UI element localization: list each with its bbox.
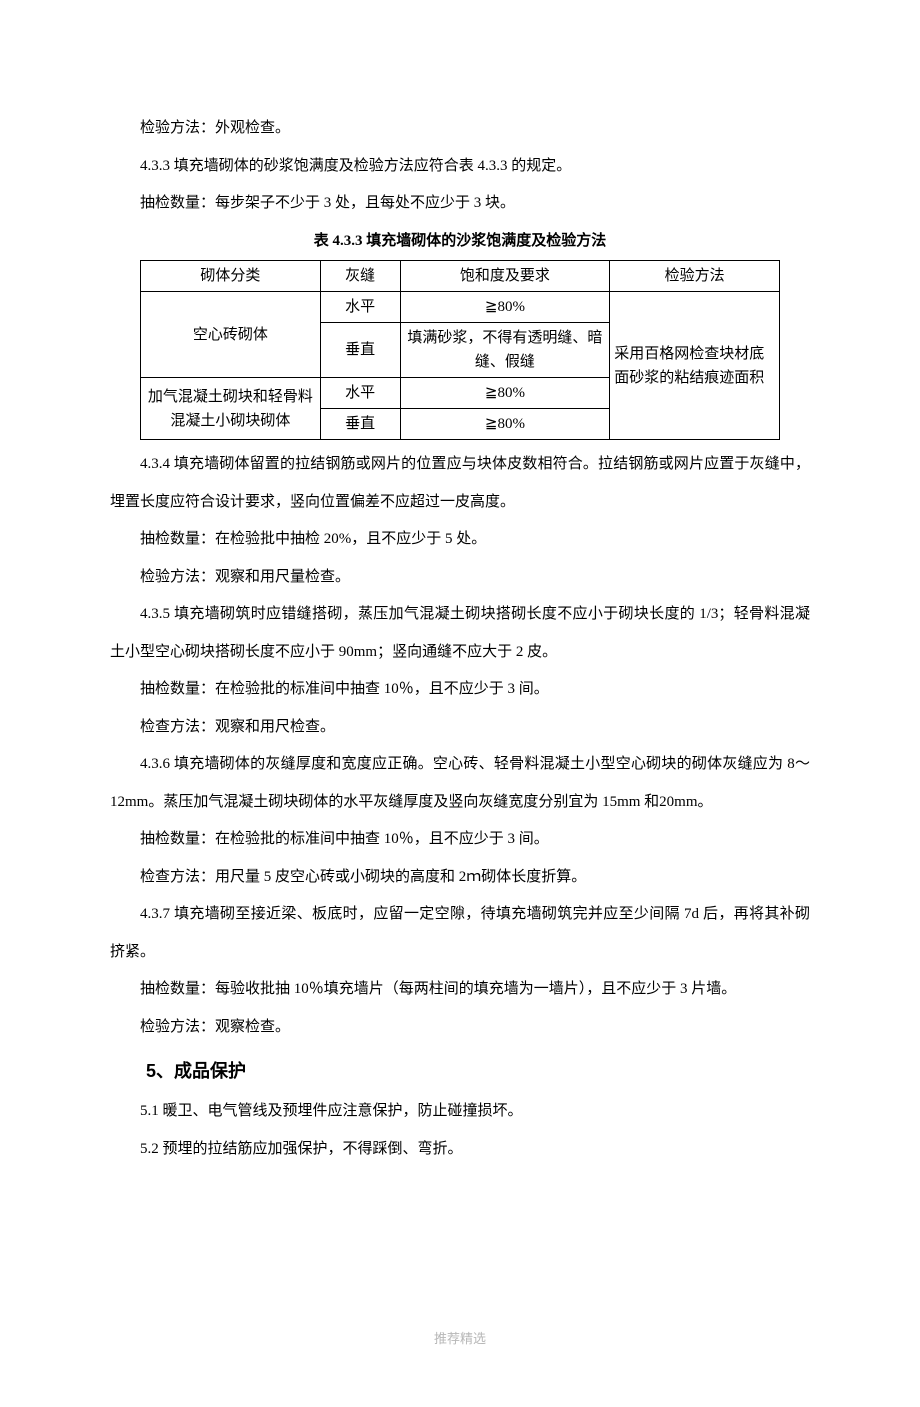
table-row: 砌体分类 灰缝 饱和度及要求 检验方法 <box>141 261 780 292</box>
page-footer: 推荐精选 <box>110 1328 810 1347</box>
paragraph: 检验方法：观察检查。 <box>110 1009 810 1047</box>
table-caption: 表 4.3.3 填充墙砌体的沙浆饱满度及检验方法 <box>110 223 810 261</box>
paragraph: 抽检数量：在检验批的标准间中抽查 10％，且不应少于 3 间。 <box>110 671 810 709</box>
paragraph: 抽检数量：在检验批的标准间中抽查 10％，且不应少于 3 间。 <box>110 821 810 859</box>
table-cell: 填满砂浆，不得有透明缝、暗缝、假缝 <box>400 323 610 378</box>
table-cell: 水平 <box>320 292 400 323</box>
table-row: 空心砖砌体 水平 ≧80% 采用百格网检查块材底面砂浆的粘结痕迹面积 <box>141 292 780 323</box>
paragraph: 4.3.3 填充墙砌体的砂浆饱满度及检验方法应符合表 4.3.3 的规定。 <box>110 148 810 186</box>
table-header-cell: 灰缝 <box>320 261 400 292</box>
table-cell: ≧80% <box>400 409 610 440</box>
table-cell: 水平 <box>320 378 400 409</box>
paragraph: 检查方法：观察和用尺检查。 <box>110 709 810 747</box>
table-cell: ≧80% <box>400 292 610 323</box>
table-header-cell: 砌体分类 <box>141 261 321 292</box>
table-header-cell: 饱和度及要求 <box>400 261 610 292</box>
paragraph: 5.1 暖卫、电气管线及预埋件应注意保护，防止碰撞损坏。 <box>110 1093 810 1131</box>
paragraph: 检查方法：用尺量 5 皮空心砖或小砌块的高度和 2ｍ砌体长度折算。 <box>110 859 810 897</box>
paragraph: 4.3.6 填充墙砌体的灰缝厚度和宽度应正确。空心砖、轻骨料混凝土小型空心砌块的… <box>110 746 810 821</box>
paragraph: 抽检数量：在检验批中抽检 20%，且不应少于 5 处。 <box>110 521 810 559</box>
table-cell: 空心砖砌体 <box>141 292 321 378</box>
section-heading-5: 5、成品保护 <box>110 1050 810 1093</box>
paragraph: 抽检数量：每步架子不少于 3 处，且每处不应少于 3 块。 <box>110 185 810 223</box>
table-cell: 加气混凝土砌块和轻骨料混凝土小砌块砌体 <box>141 378 321 440</box>
table-cell: 采用百格网检查块材底面砂浆的粘结痕迹面积 <box>610 292 780 440</box>
paragraph: 4.3.4 填充墙砌体留置的拉结钢筋或网片的位置应与块体皮数相符合。拉结钢筋或网… <box>110 446 810 521</box>
paragraph: 抽检数量：每验收批抽 10％填充墙片（每两柱间的填充墙为一墙片），且不应少于 3… <box>110 971 810 1009</box>
table-cell: 垂直 <box>320 409 400 440</box>
paragraph: 4.3.7 填充墙砌至接近梁、板底时，应留一定空隙，待填充墙砌筑完并应至少间隔 … <box>110 896 810 971</box>
table-cell: 垂直 <box>320 323 400 378</box>
paragraph: 5.2 预埋的拉结筋应加强保护，不得踩倒、弯折。 <box>110 1131 810 1169</box>
paragraph: 检验方法：外观检查。 <box>110 110 810 148</box>
table-4-3-3: 砌体分类 灰缝 饱和度及要求 检验方法 空心砖砌体 水平 ≧80% 采用百格网检… <box>140 260 780 440</box>
document-page: 检验方法：外观检查。 4.3.3 填充墙砌体的砂浆饱满度及检验方法应符合表 4.… <box>0 0 920 1407</box>
table-header-cell: 检验方法 <box>610 261 780 292</box>
paragraph: 检验方法：观察和用尺量检查。 <box>110 559 810 597</box>
paragraph: 4.3.5 填充墙砌筑时应错缝搭砌，蒸压加气混凝土砌块搭砌长度不应小于砌块长度的… <box>110 596 810 671</box>
table-cell: ≧80% <box>400 378 610 409</box>
